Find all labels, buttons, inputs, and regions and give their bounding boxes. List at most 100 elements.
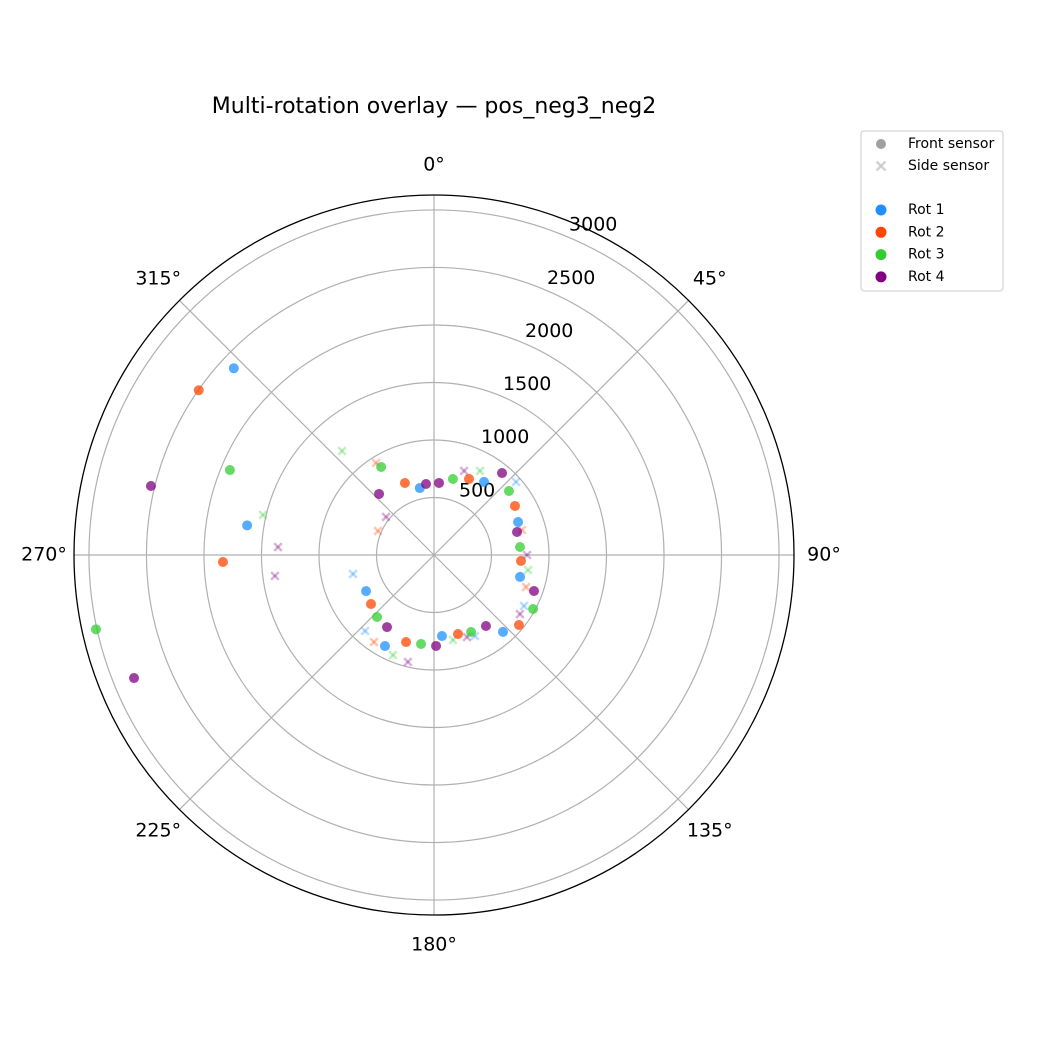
- front-point: [374, 488, 385, 499]
- x-stroke: [511, 477, 521, 487]
- legend-marker: [876, 139, 886, 149]
- front-point: [479, 476, 490, 487]
- r-grid-circle: [375, 496, 493, 614]
- side-point: [511, 477, 521, 487]
- x-stroke: [388, 650, 398, 660]
- r-tick-label: 3000: [569, 214, 617, 236]
- legend-marker: [875, 271, 887, 283]
- x-stroke: [475, 466, 485, 476]
- theta-grid-line: [179, 554, 435, 810]
- side-point: [523, 565, 533, 575]
- x-stroke: [273, 542, 283, 552]
- legend-label: Rot 2: [908, 224, 945, 240]
- x-stroke: [337, 446, 347, 456]
- chart-title: Multi-rotation overlay — pos_neg3_neg2: [212, 94, 656, 119]
- grid: 0° 45° 90° 135° 180° 225° 270° 315° 500 1000 1500 2…: [21, 154, 841, 956]
- front-point: [528, 604, 539, 615]
- front-point: [401, 637, 412, 648]
- x-stroke: [511, 477, 521, 487]
- front-point: [224, 465, 235, 476]
- theta-tick-label: 45°: [693, 268, 727, 290]
- x-stroke: [388, 650, 398, 660]
- theta-grid-line: [179, 300, 435, 556]
- r-tick-label: 500: [459, 479, 495, 501]
- side-point: [273, 542, 283, 552]
- theta-tick-label: 315°: [135, 268, 181, 290]
- front-point: [129, 673, 140, 684]
- front-point: [379, 641, 390, 652]
- front-point: [480, 621, 491, 632]
- theta-tick-label: 270°: [21, 544, 67, 566]
- legend-label: Rot 1: [908, 202, 945, 218]
- legend-box: [860, 130, 1004, 292]
- legend-marker: [875, 204, 887, 216]
- legend: Front sensor Side sensor Rot 1 Rot 2 Rot 3 Ro…: [875, 136, 995, 285]
- side-point: [270, 571, 280, 581]
- side-point: [459, 466, 469, 476]
- x-stroke: [459, 466, 469, 476]
- front-point: [515, 555, 526, 566]
- front-point: [509, 500, 520, 511]
- x-stroke: [459, 466, 469, 476]
- front-point: [434, 477, 445, 488]
- x-stroke: [258, 510, 268, 520]
- x-stroke: [373, 526, 383, 536]
- front-point: [512, 526, 523, 537]
- r-grid-circle: [203, 324, 665, 786]
- side-point: [521, 582, 531, 592]
- front-point: [399, 478, 410, 489]
- x-stroke: [270, 571, 280, 581]
- front-point: [466, 627, 477, 638]
- side-point: [369, 637, 379, 647]
- x-stroke: [348, 569, 358, 579]
- theta-tick-label: 90°: [807, 544, 841, 566]
- x-stroke: [273, 542, 283, 552]
- r-tick-label: 2000: [525, 320, 573, 342]
- legend-label: Rot 4: [908, 269, 945, 285]
- x-stroke: [875, 160, 887, 172]
- x-stroke: [258, 510, 268, 520]
- front-point: [366, 599, 377, 610]
- x-stroke: [521, 582, 531, 592]
- front-point: [382, 622, 393, 633]
- x-stroke: [522, 550, 532, 560]
- front-point: [528, 585, 539, 596]
- legend-marker: [875, 249, 887, 261]
- front-point: [90, 624, 101, 635]
- x-stroke: [373, 526, 383, 536]
- front-point: [513, 620, 524, 631]
- front-point: [361, 586, 372, 597]
- side-point: [360, 626, 370, 636]
- x-stroke: [369, 637, 379, 647]
- front-point: [372, 611, 383, 622]
- x-stroke: [517, 525, 527, 535]
- theta-tick-label: 180°: [411, 934, 457, 956]
- theta-grid-line: [433, 300, 689, 556]
- x-stroke: [519, 601, 529, 611]
- side-point: [337, 446, 347, 456]
- x-stroke: [337, 446, 347, 456]
- r-grid-circle: [318, 439, 550, 671]
- front-point: [453, 629, 464, 640]
- front-point: [242, 520, 253, 531]
- theta-tick-label: 0°: [423, 154, 445, 176]
- front-point: [376, 461, 387, 472]
- x-stroke: [448, 635, 458, 645]
- theta-grid-line: [433, 554, 689, 810]
- front-point: [193, 385, 204, 396]
- x-stroke: [519, 601, 529, 611]
- x-stroke: [470, 631, 480, 641]
- x-stroke: [515, 609, 525, 619]
- front-point: [463, 473, 474, 484]
- front-point: [431, 640, 442, 651]
- x-stroke: [523, 565, 533, 575]
- r-tick-label: 1500: [503, 373, 551, 395]
- front-point: [145, 481, 156, 492]
- side-point: [381, 512, 391, 522]
- x-stroke: [521, 582, 531, 592]
- side-point: [348, 569, 358, 579]
- side-point: [388, 650, 398, 660]
- front-point: [503, 485, 514, 496]
- x-stroke: [403, 657, 413, 667]
- side-point: [258, 510, 268, 520]
